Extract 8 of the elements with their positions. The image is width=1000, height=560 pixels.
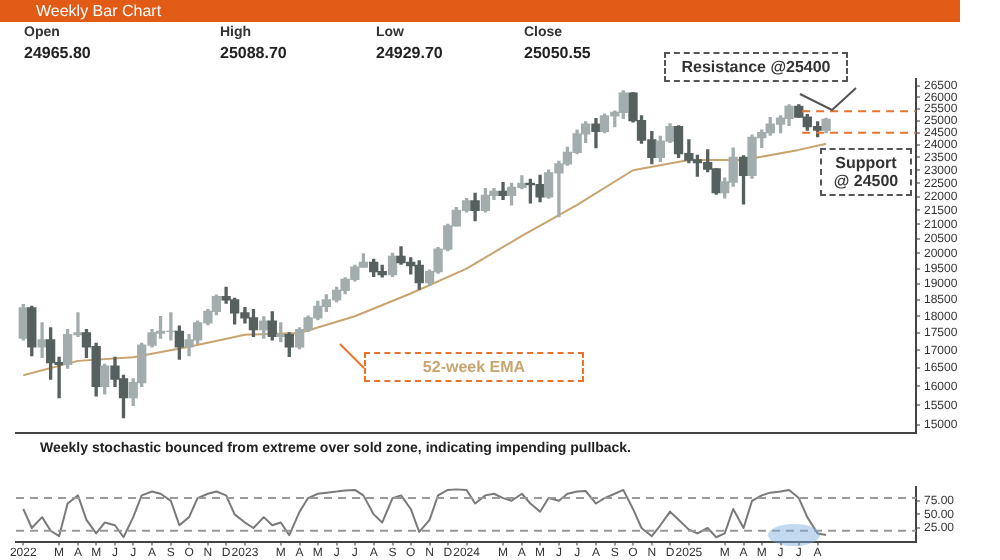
text: 24929.70 [376,44,443,62]
text: 52-week EMA [364,352,584,382]
text: 24965.80 [24,44,91,62]
text: 25088.70 [220,44,287,62]
chart-title: Weekly Bar Chart [0,0,960,22]
ref-line-label: Resistance @25400 [664,52,848,82]
text: 25050.55 [524,44,591,62]
ref-line-label: Support @ 24500 [820,148,912,196]
